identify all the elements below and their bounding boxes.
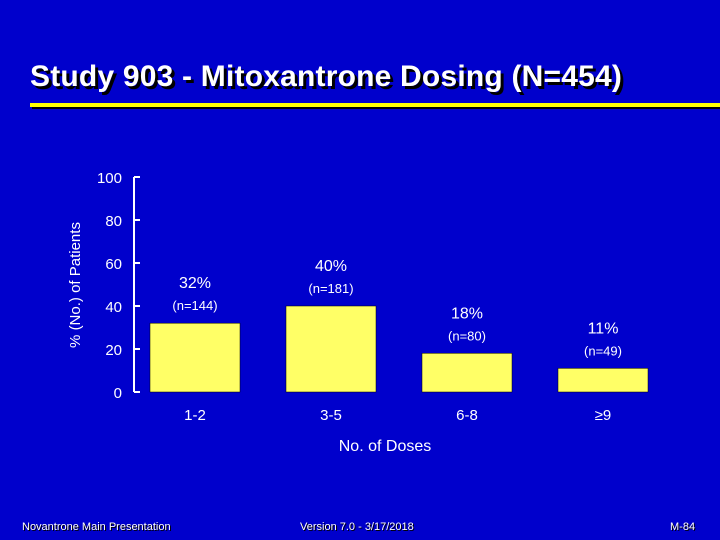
bars: 32% (n=144) 40% (n=181) 18% (n=80) 11% (n=49)	[149, 258, 649, 393]
bar-value-label: 40%	[315, 258, 347, 275]
bar-count-label: (n=80)	[448, 328, 486, 343]
x-tick-label: 6-8	[456, 407, 478, 424]
page-title: Study 903 - Mitoxantrone Dosing (N=454)	[30, 60, 623, 93]
y-tick-label: 0	[114, 385, 122, 402]
bar-3-5	[285, 305, 377, 393]
bar-count-label: (n=49)	[584, 343, 622, 358]
bar-value-label: 11%	[588, 320, 619, 337]
x-tick-label: ≥9	[595, 407, 612, 424]
title-underline	[30, 103, 720, 107]
bar-≥9	[557, 368, 649, 393]
footer-page-number: M-84	[670, 521, 696, 533]
y-axis-label: % (No.) of Patients	[67, 222, 84, 348]
y-tick-label: 80	[105, 213, 122, 230]
bar-count-label: (n=181)	[308, 281, 353, 296]
footer-version: Version 7.0 - 3/17/2018	[300, 521, 414, 533]
bar-value-label: 18%	[451, 305, 483, 322]
x-axis-label: No. of Doses	[339, 438, 431, 455]
x-axis-labels: 1-2 3-5 6-8 ≥9	[184, 407, 611, 424]
y-tick-label: 100	[97, 170, 122, 187]
footer-presentation-name: Novantrone Main Presentation	[22, 521, 171, 533]
x-tick-label: 3-5	[320, 407, 342, 424]
bar-count-label: (n=144)	[172, 298, 217, 313]
y-tick-label: 20	[105, 342, 122, 359]
y-tick-label: 40	[105, 299, 122, 316]
bar-value-label: 32%	[179, 275, 211, 292]
y-tick-label: 60	[105, 256, 122, 273]
bar-6-8	[421, 353, 513, 393]
bar-1-2	[149, 322, 241, 393]
x-tick-label: 1-2	[184, 407, 206, 424]
y-axis: 0 20 40 60 80 100	[97, 170, 140, 402]
